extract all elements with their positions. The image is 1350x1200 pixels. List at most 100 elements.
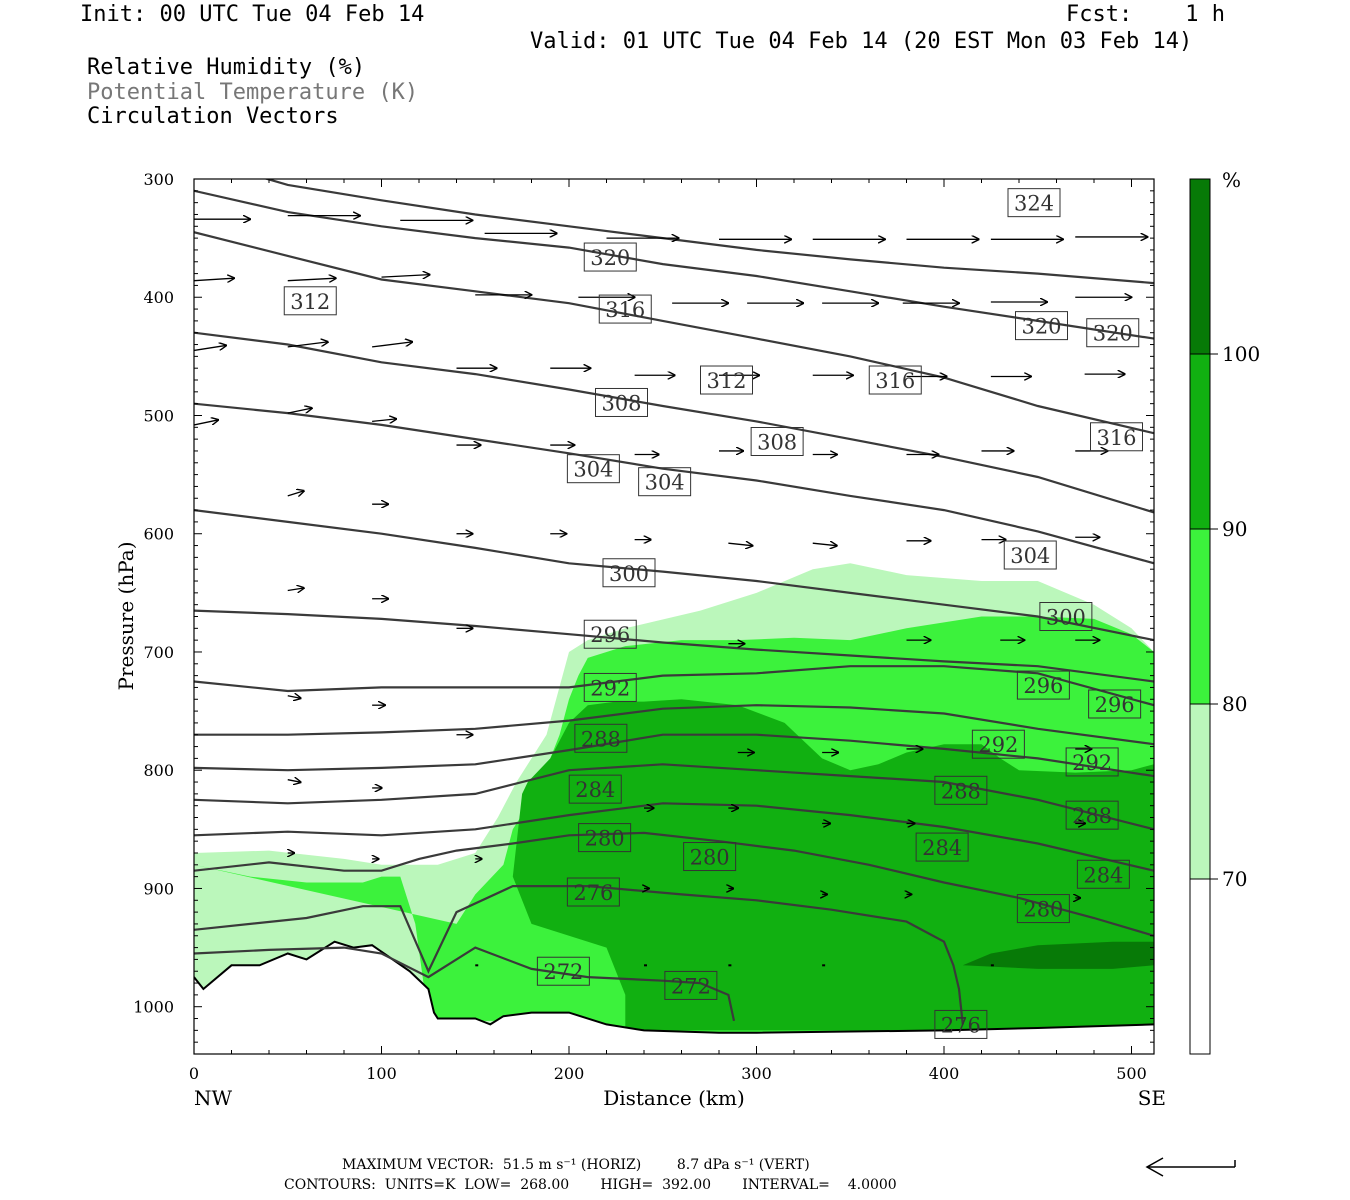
contour-label-text: 292 [590,676,630,700]
theta-contour-296 [194,704,1154,746]
contour-label: 316 [598,294,652,324]
contour-label-box [583,242,637,272]
contour-label: 272 [664,970,718,1000]
circulation-vector [287,278,336,281]
contour-label: 284 [568,774,622,804]
colorbar-swatch [1189,528,1211,705]
contour-label-text: 284 [575,778,615,802]
theta-contour-280 [194,831,1154,937]
contour-label-box [664,970,718,1000]
x-axis-title: Distance (km) [603,1086,745,1110]
contour-label-box [566,454,620,484]
y-tick-label: 600 [143,525,174,544]
contour-label-box [1016,894,1070,924]
x-tick-label: 200 [554,1064,585,1083]
contour-label: 308 [595,387,648,417]
rh-region-90 [512,699,1154,1031]
contour-label-text: 320 [590,246,630,270]
contour-label-box [1088,689,1142,719]
circulation-vector [372,419,396,422]
x-tick-label: 100 [366,1064,397,1083]
circulation-vector [287,696,301,699]
theta-contour-324 [194,189,1154,340]
contour-label-box [971,729,1025,759]
contour-label-box [750,427,804,456]
contour-label-text: 296 [1023,674,1063,698]
contour-label-box [536,956,590,986]
x-end-label-right: SE [1138,1086,1166,1110]
colorbar-swatch [1189,353,1211,530]
contour-label-text: 292 [978,733,1018,757]
contour-label-text: 276 [573,881,613,905]
contour-label-text: 320 [1021,315,1061,339]
contour-label: 296 [1016,670,1070,700]
y-axis-title: Pressure (hPa) [114,542,138,691]
y-tick-label: 500 [143,406,174,425]
contour-label: 292 [971,729,1025,759]
colorbar-label: 100 [1222,342,1260,366]
contour-label: 280 [1016,894,1070,924]
contour-label: 296 [583,619,637,649]
contour-label-box [1007,188,1061,218]
contour-label: 300 [1039,602,1093,631]
y-tick-label: 300 [143,170,174,189]
contour-label-text: 288 [1072,804,1112,828]
contour-label-text: 288 [581,727,621,751]
contour-label-text: 288 [941,779,981,803]
contour-label: 304 [1003,540,1057,570]
contour-label-box [934,1009,988,1039]
theta-contour-308 [194,509,1154,642]
contour-label-text: 272 [543,960,583,984]
contour-label: 284 [915,832,969,862]
x-tick-label: 0 [189,1064,199,1083]
terrain-fill [194,941,1154,1054]
contour-label-text: 296 [590,623,630,647]
y-tick-label: 700 [143,643,174,662]
theta-contour-284 [194,802,1154,872]
contour-label-box [700,365,753,395]
contour-label: 320 [1015,311,1068,341]
reference-vector-arrow [1145,1157,1236,1177]
contour-label: 288 [1065,800,1119,830]
colorbar-swatch [1189,878,1211,1055]
contour-label-box [1003,540,1057,570]
contour-label-text: 276 [941,1013,981,1037]
contour-label-box [868,365,922,395]
circulation-vector [287,588,304,591]
x-tick-label: 300 [741,1064,772,1083]
theta-contour-288 [194,763,1154,831]
x-tick-label: 500 [1116,1064,1147,1083]
contour-label-box [683,842,737,872]
contour-label: 292 [583,672,637,702]
contour-label-text: 324 [1014,192,1054,216]
contour-label: 276 [566,877,620,907]
theta-contour-272 [194,946,736,1022]
contour-label-box [1090,422,1143,452]
contour-label-box [1086,318,1140,348]
max-vector-note: MAXIMUM VECTOR: 51.5 m s⁻¹ (HORIZ) 8.7 d… [342,1157,810,1173]
theta-contour-316 [194,331,1154,514]
contour-label: 312 [700,365,753,395]
contour-label-box [583,619,637,649]
field-label-theta: Potential Temperature (K) [87,80,419,105]
contour-label-box [583,672,637,702]
contour-label: 320 [583,242,637,272]
contour-label-text: 280 [585,827,625,851]
contours-note: CONTOURS: UNITS=K LOW= 268.00 HIGH= 392.… [284,1177,897,1193]
colorbar-label: 90 [1222,517,1247,541]
contour-label-box [915,832,969,862]
contour-label: 324 [1007,188,1061,218]
contour-label-text: 284 [922,836,962,860]
contour-label: 304 [638,467,692,497]
circulation-vector [194,345,226,352]
contour-label-box [1016,670,1070,700]
contour-label-text: 316 [605,298,645,322]
contour-label-text: 284 [1083,863,1123,887]
contour-label-box [578,823,632,853]
contour-label: 280 [578,823,632,853]
circulation-vector [287,780,301,783]
colorbar-label: 80 [1222,692,1247,716]
contour-label-text: 312 [706,369,746,393]
colorbar-swatch [1189,178,1211,355]
